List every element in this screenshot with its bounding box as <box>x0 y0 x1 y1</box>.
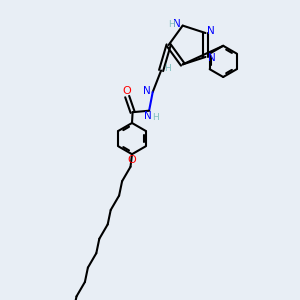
Text: O: O <box>128 155 136 165</box>
Text: H: H <box>164 64 171 73</box>
Text: N: N <box>143 85 151 96</box>
Text: H: H <box>168 20 175 28</box>
Text: N: N <box>173 19 181 29</box>
Text: N: N <box>208 52 216 63</box>
Text: N: N <box>144 111 152 121</box>
Text: O: O <box>122 86 131 96</box>
Text: N: N <box>207 26 215 36</box>
Text: H: H <box>152 113 159 122</box>
